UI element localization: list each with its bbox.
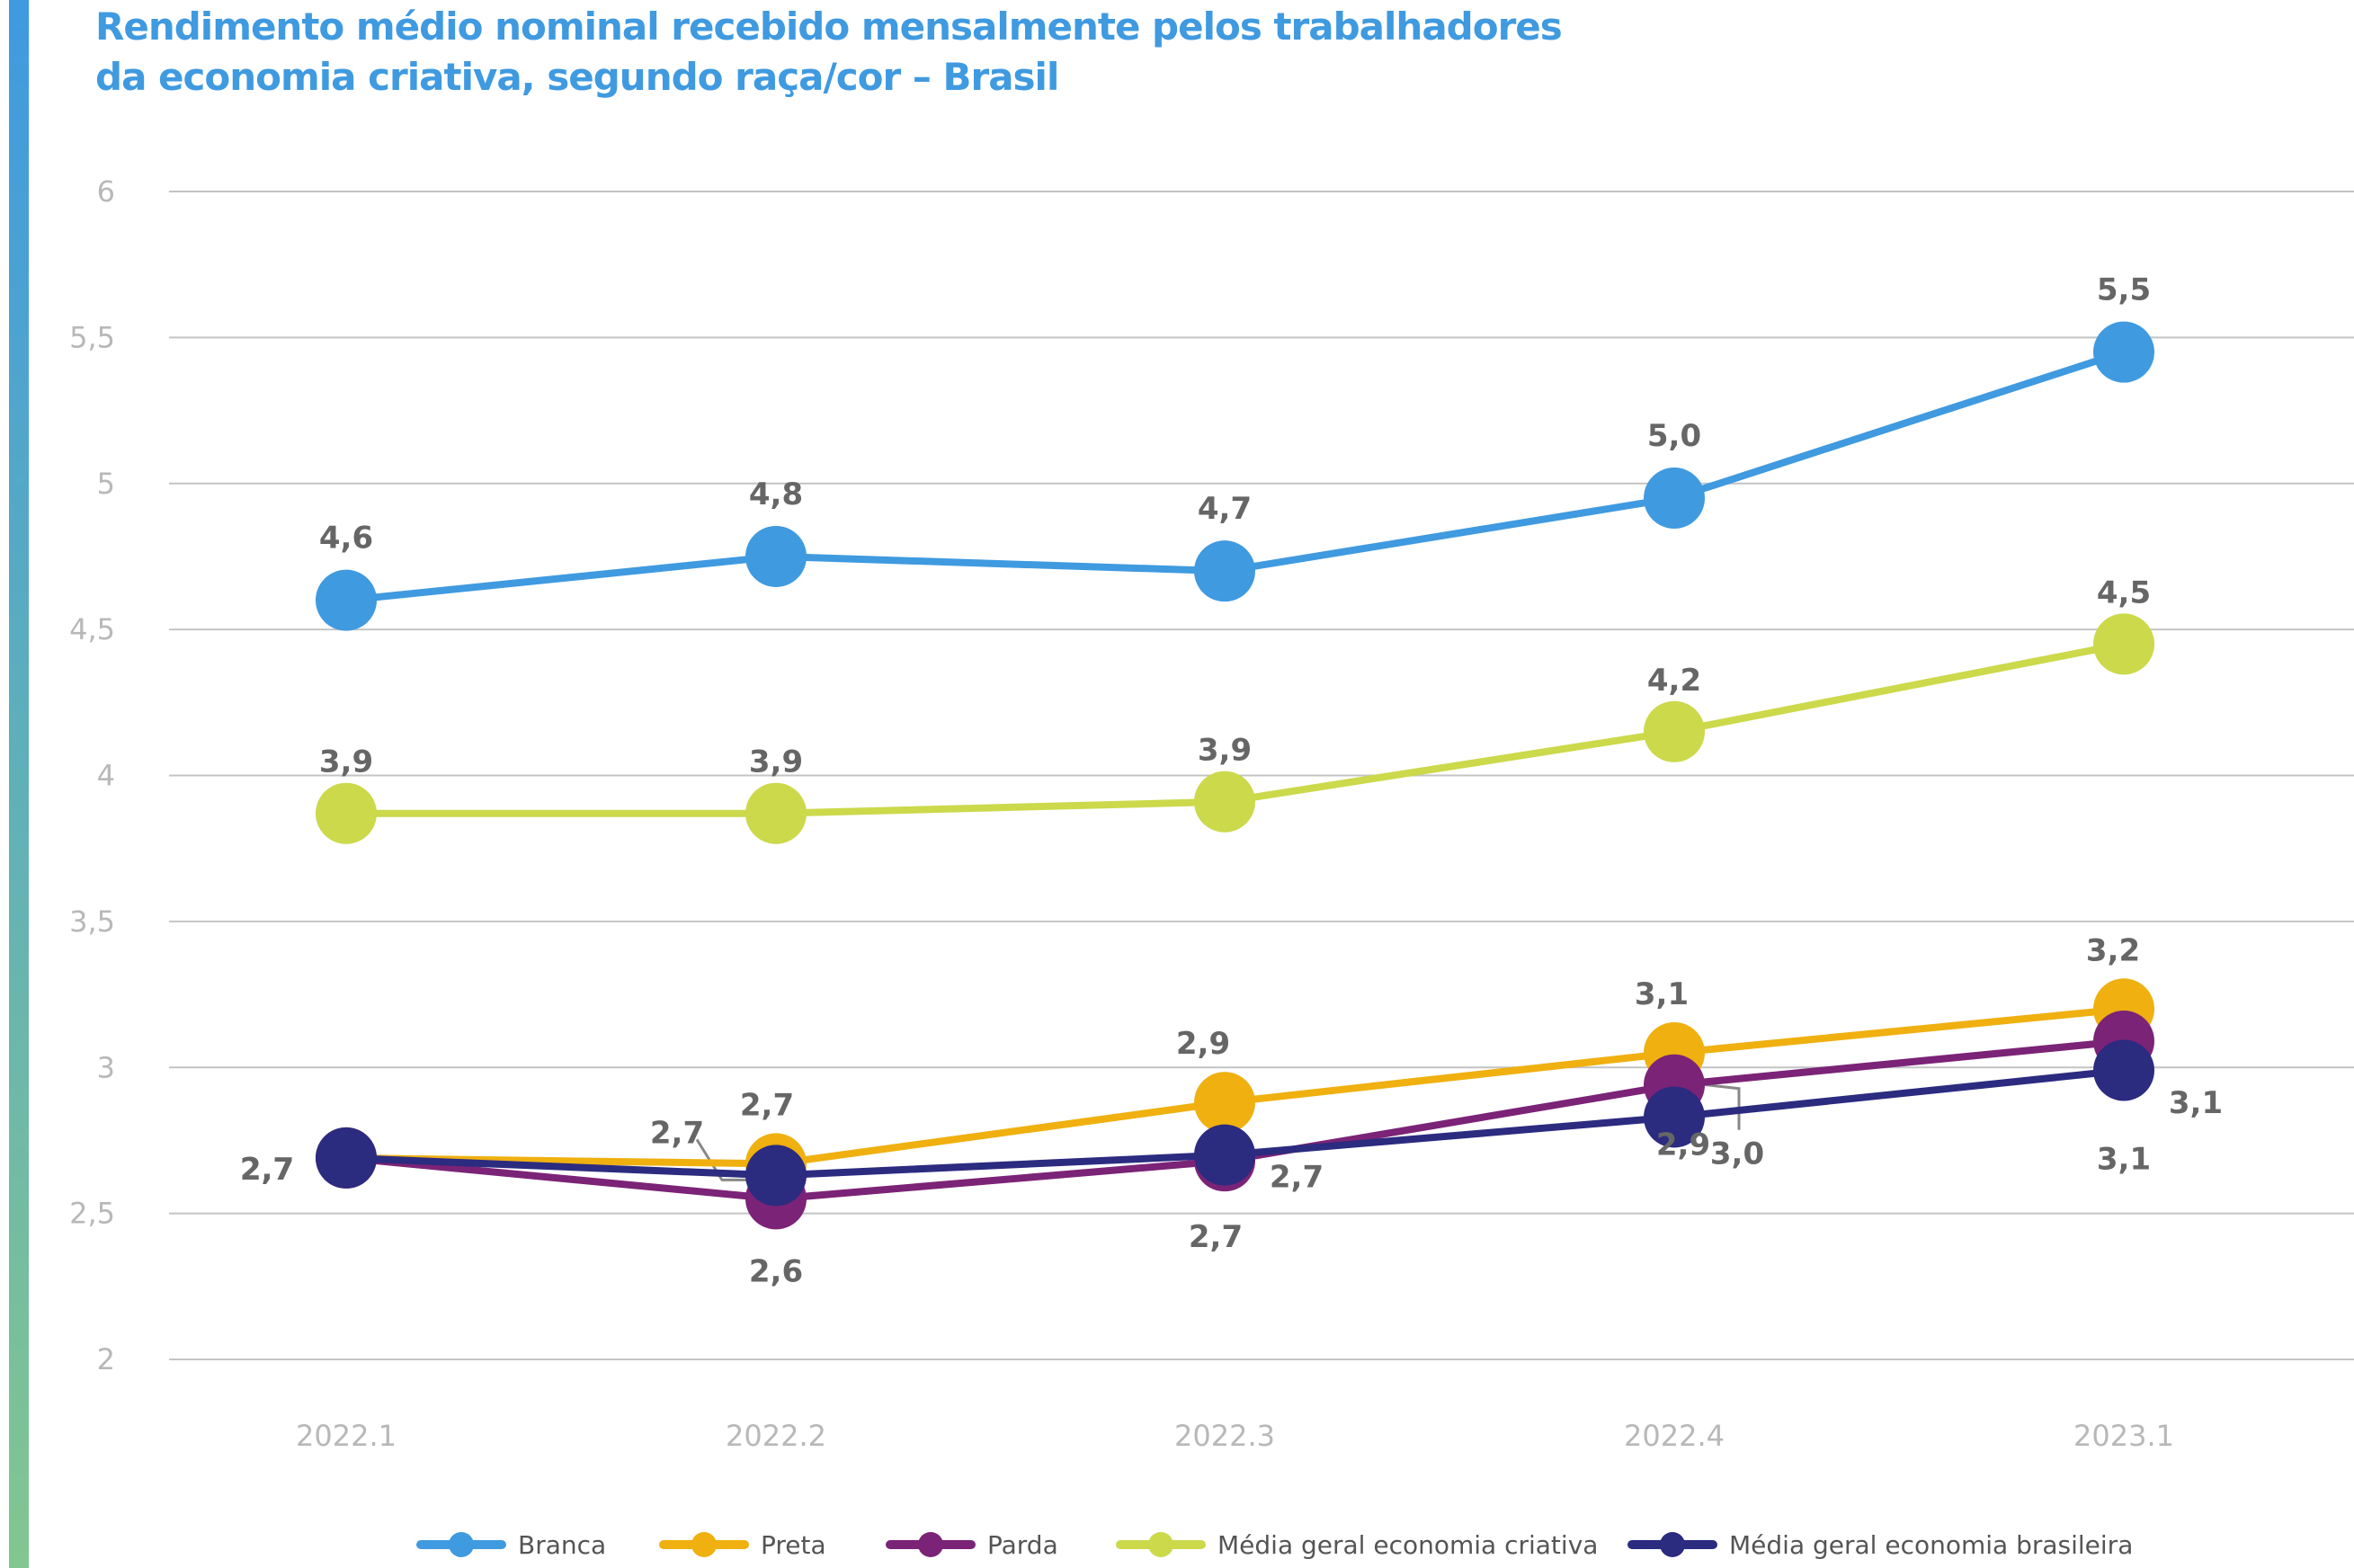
y-tick-label: 2,5 (69, 1197, 115, 1231)
x-tick-label: 2022.2 (726, 1419, 826, 1453)
series-0 (316, 321, 2154, 631)
data-point (316, 782, 377, 844)
y-axis-ticks: 6 5,5 5 4,5 4 3,5 3 2,5 2 (69, 174, 115, 1376)
data-label: 3,9 (1198, 733, 1252, 769)
data-point (1194, 1072, 1255, 1134)
data-label: 4,5 (2097, 575, 2151, 610)
data-label: 2,7 (1189, 1219, 1243, 1255)
data-point (2093, 613, 2154, 675)
legend: Branca Preta Parda Média geral economia cri… (416, 1530, 2133, 1560)
legend-label: Parda (987, 1530, 1058, 1560)
legend-label: Preta (761, 1530, 826, 1560)
data-label: 4,8 (749, 477, 803, 512)
data-label: 5,0 (1647, 418, 1701, 454)
legend-label: Média geral economia criativa (1217, 1530, 1598, 1560)
data-label: 3,9 (749, 744, 803, 780)
data-label: 3,9 (319, 744, 373, 780)
chart-title: Rendimento médio nominal recebido mensal… (95, 2, 1804, 102)
data-point (1194, 540, 1255, 602)
legend-item: Média geral economia criativa (1116, 1530, 1598, 1560)
data-label: 2,7 (240, 1152, 294, 1188)
data-label: 5,5 (2097, 272, 2151, 308)
series-3 (316, 613, 2154, 844)
side-accent-bar (9, 0, 29, 1568)
data-label: 2,7 (650, 1115, 704, 1151)
legend-swatch-dot (1148, 1532, 1173, 1557)
legend-label: Média geral economia brasileira (1729, 1530, 2133, 1560)
data-labels: 4,6 4,8 4,7 5,0 5,5 2,7 2,7 2,9 3,1 3,2 2,7 2,6 2,7 2… (240, 272, 2223, 1290)
x-axis-ticks: 2022.1 2022.2 2022.3 2022.4 2023.1 (296, 1419, 2174, 1453)
chart-title-line-1: Rendimento médio nominal recebido mensal… (95, 4, 1563, 49)
data-label: 2,6 (749, 1253, 803, 1289)
x-tick-label: 2023.1 (2073, 1419, 2174, 1453)
data-point (1644, 700, 1705, 762)
data-label: 2,9 (1176, 1026, 1230, 1062)
data-point (745, 1145, 807, 1207)
data-point (745, 525, 807, 587)
data-point (1194, 771, 1255, 833)
legend-swatch-dot (691, 1532, 717, 1557)
data-point (745, 782, 807, 844)
y-tick-label: 3 (97, 1050, 115, 1084)
data-point (1194, 1124, 1255, 1186)
data-label: 2,7 (240, 1152, 294, 1188)
legend-label: Branca (518, 1530, 606, 1560)
series-4 (316, 1039, 2154, 1207)
y-tick-label: 4,5 (69, 612, 115, 646)
data-point (2093, 1039, 2154, 1101)
data-label: 3,1 (1635, 976, 1689, 1012)
data-point (1644, 1086, 1705, 1148)
data-label: 4,6 (319, 521, 373, 557)
legend-item: Branca (416, 1530, 606, 1560)
data-point (1644, 467, 1705, 529)
data-label: 2,9 (1656, 1127, 1710, 1163)
data-label: 4,7 (1198, 491, 1252, 527)
data-label: 3,1 (2097, 1141, 2151, 1177)
y-tick-label: 5 (97, 467, 115, 501)
legend-swatch-dot (918, 1532, 943, 1557)
x-tick-label: 2022.3 (1174, 1419, 1275, 1453)
y-tick-label: 2 (97, 1342, 115, 1376)
y-tick-label: 3,5 (69, 904, 115, 939)
series-group (316, 321, 2154, 1230)
y-tick-label: 4 (97, 759, 115, 793)
legend-item: Parda (886, 1530, 1058, 1560)
legend-item: Preta (659, 1530, 826, 1560)
data-label: 2,7 (740, 1087, 794, 1123)
legend-item: Média geral economia brasileira (1627, 1530, 2133, 1560)
x-tick-label: 2022.1 (296, 1419, 397, 1453)
chart-title-line-2: da economia criativa, segundo raça/cor –… (95, 55, 1059, 99)
y-tick-label: 6 (97, 174, 115, 209)
legend-swatch-dot (1660, 1532, 1685, 1557)
data-point (316, 1127, 377, 1189)
data-label: 3,2 (2086, 932, 2140, 968)
y-tick-label: 5,5 (69, 320, 115, 354)
x-tick-label: 2022.4 (1624, 1419, 1725, 1453)
data-label: 2,7 (240, 1152, 294, 1188)
data-label: 4,2 (1647, 663, 1701, 699)
data-label: 3,1 (2169, 1085, 2223, 1121)
data-point (2093, 321, 2154, 383)
gridlines (169, 191, 2354, 1360)
data-label: 2,7 (1270, 1160, 1324, 1196)
data-point (316, 569, 377, 631)
legend-swatch-dot (449, 1532, 474, 1557)
data-label: 3,0 (1710, 1136, 1764, 1172)
